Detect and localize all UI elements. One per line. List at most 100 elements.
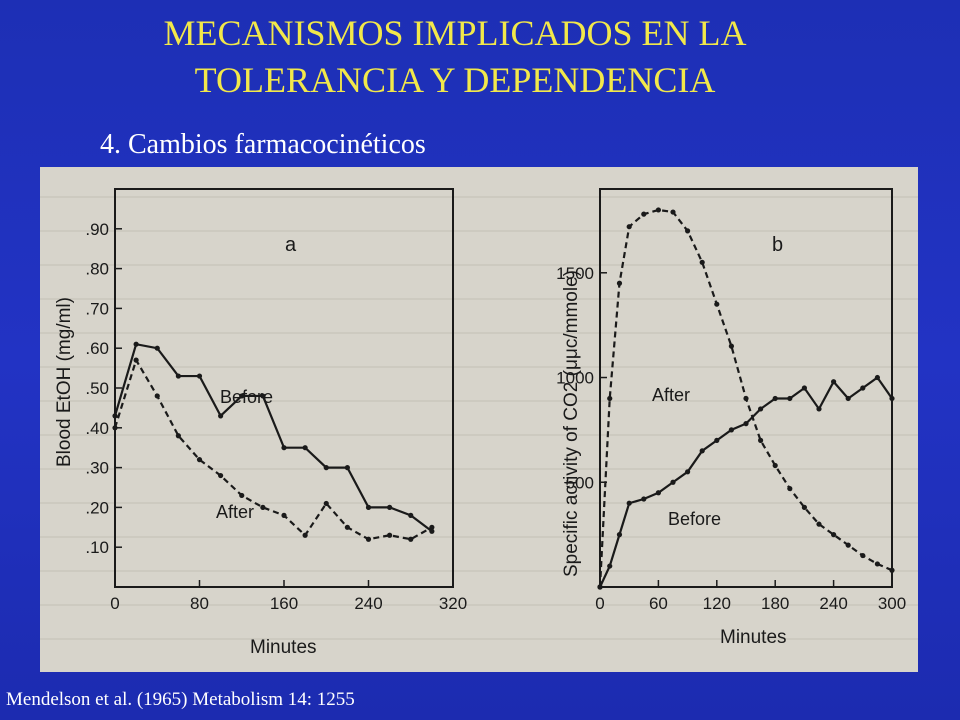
panel-a-ytick-label: .40 [85,419,109,438]
panel-a-series-before-point [133,341,139,347]
panel-b-frame [599,188,893,588]
panel-a-ytick-label: .70 [85,299,109,318]
panel-a-ylabel: Blood EtOH (mg/ml) [54,297,75,467]
slide-title-line1: MECANISMOS IMPLICADOS EN LA [163,13,747,53]
panel-b-series-after-point [845,542,851,548]
slide-subtitle: 4. Cambios farmacocinéticos [100,129,426,160]
panel-a-series-after-point [218,472,224,479]
panel-a-series-before-point [218,413,224,419]
panel-a-series-before-point [260,393,266,399]
panel-a-ytick-label: .60 [85,339,109,358]
panel-b-series-before-point [758,406,764,412]
panel-b-ytick-label: 1500 [556,264,594,283]
panel-b-series-before-point [728,427,735,433]
panel-a-series-before-point [112,413,118,419]
panel-b-xtick-label: 240 [819,594,847,613]
panel-a-series-after-point [281,512,287,518]
slide-title-line2: TOLERANCIA Y DEPENDENCIA [194,60,716,100]
panel-b-series-before-point [772,395,778,402]
panel-b-series-before-point [699,448,705,454]
panel-b-series-after-point [889,567,895,573]
panel-b-series-after-point [758,437,764,443]
panel-a-series-before-point [196,373,203,379]
panel-a-series-after-point [365,536,372,542]
panel-b-series-before-point [787,395,793,402]
panel-a-ytick-label: .20 [85,498,109,517]
panel-b-series-after-point [616,280,623,286]
panel-a-series-before-point [429,528,435,534]
panel-a-series-before-point [154,345,160,351]
panel-a-xtick-label: 0 [110,594,119,613]
panel-a-series-after-point [133,357,139,363]
panel-a-series-after-point [112,425,118,431]
panel-a-series-after-point [323,500,329,507]
panel-a-series-before-point [302,445,308,451]
panel-b-series-after-point [874,561,881,567]
panel-b-series-after-point [607,395,613,402]
panel-b-series-after-point [787,485,793,492]
panel-b: b 500 1000 1500 0 60 120 180 240 300 Specific a… [556,188,906,648]
panel-b-series-before-point [801,385,808,391]
panel-a-series-after-point [154,393,160,399]
panel-a-xtick-label: 240 [354,594,382,613]
panel-b-series-after-point [728,343,735,349]
panel-b-series-before-point [670,479,676,485]
panel-b-series-before-point [685,469,691,475]
panel-b-series-after-point [831,532,837,538]
panel-a-series-after-point [260,504,266,510]
panel-a-ytick-label: .50 [85,379,109,398]
panel-a-series-after-point [429,524,435,530]
panel-b-series-before-point [626,500,632,506]
panel-b-series-after-point [641,211,647,217]
panel-b-series-before-point [641,496,647,502]
panel-b-series-after-line [598,208,893,588]
panel-a-xtick-label: 320 [439,594,467,613]
panel-a-series-before-point [365,504,372,510]
panel-a-ytick-label: .90 [85,220,109,239]
citation: Mendelson et al. (1965) Metabolism 14: 1… [6,689,355,710]
panel-b-series-before-point [743,421,749,427]
panel-a-series-before-point [387,504,393,510]
panel-a-xtick-label: 160 [270,594,298,613]
panel-b-series-before-point [616,532,623,538]
panel-b-series-before-point [831,379,837,385]
panel-a-frame [114,188,454,588]
scanned-figure: a .10 .20 .30 .40 .50 .60 .70 .80 .90 0 80 160 240 3… [40,167,918,672]
panel-b-ylabel: Specific activity of CO2 (μμc/mmole) [561,270,582,577]
panel-a-series-after-point [196,457,203,463]
panel-a-ytick-label: .30 [85,459,109,478]
panel-a-series-before-point [344,465,350,471]
panel-b-series-before-point [845,395,851,402]
panel-b-series-after-point [816,521,822,527]
panel-b-xtick-label: 0 [595,594,604,613]
panel-a-series-before-point [408,512,414,518]
panel-b-xtick-label: 300 [878,594,906,613]
panel-b-series-before-point [816,406,822,412]
panel-b-after-label: After [652,385,690,405]
panel-a-series-after-point [344,524,350,530]
panel-b-series-before-point [714,437,720,443]
panel-b-series-before-line [599,375,893,588]
panel-a-series-before-point [323,465,329,471]
panel-b-ytick-label: 1000 [556,369,594,388]
panel-a-series-before-point [239,393,245,399]
panel-b-series-after-point [655,207,662,213]
panel-b-series-before-point [597,584,603,590]
panel-b-series-after-point [801,504,808,510]
panel-b-series-after-point [699,259,705,265]
panel-a-series-after-point [239,492,245,499]
panel-b-series-after-point [626,224,632,230]
panel-a-series-after-point [408,536,414,542]
panel-b-xtick-label: 180 [761,594,789,613]
figure-svg: a .10 .20 .30 .40 .50 .60 .70 .80 .90 0 80 160 240 3… [40,188,918,658]
panel-a-xlabel: Minutes [250,637,317,658]
panel-b-xtick-label: 120 [703,594,731,613]
panel-b-letter: b [772,234,783,256]
panel-a: a .10 .20 .30 .40 .50 .60 .70 .80 .90 0 80 160 240 3… [54,188,467,658]
panel-b-series-before-point [607,563,613,569]
panel-b-before-label: Before [668,509,721,529]
panel-b-xtick-label: 60 [649,594,668,613]
panel-a-series-after-line [113,357,433,541]
panel-b-series-after-point [685,228,691,234]
panel-a-series-after-point [387,532,393,538]
